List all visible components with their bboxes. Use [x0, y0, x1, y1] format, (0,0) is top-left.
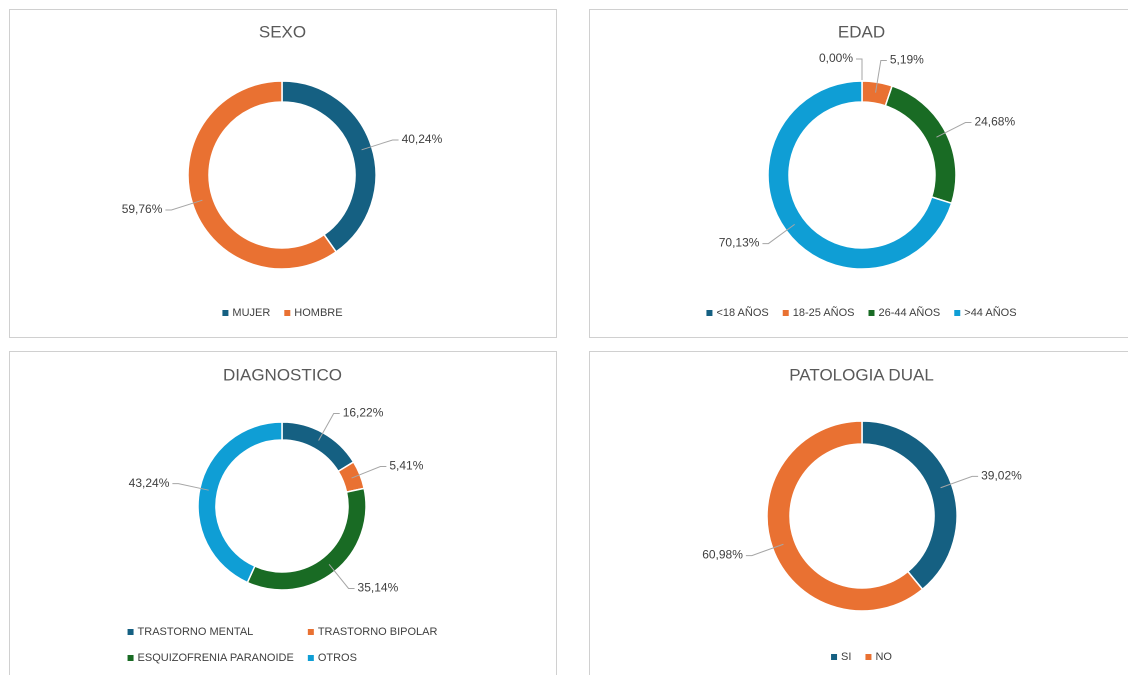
legend-swatch: [284, 310, 291, 316]
legend-item: 18-25 AÑOS: [782, 306, 855, 319]
chart-panel: [589, 351, 1128, 675]
chart-panel: [589, 9, 1128, 338]
chart-panel: [9, 9, 557, 338]
legend-label: <18 AÑOS: [716, 306, 768, 319]
data-label: 40,24%: [402, 132, 443, 146]
leader-line: [351, 466, 387, 479]
legend-swatch: [782, 310, 789, 316]
leader-line: [328, 564, 355, 590]
donut-slice: [766, 420, 924, 612]
data-label: 70,13%: [719, 236, 760, 250]
data-label: 60,98%: [702, 548, 743, 562]
chart: PATOLOGIA DUAL 39,02% 60,98% SI NO: [589, 351, 1128, 675]
legend-item: OTROS: [307, 652, 357, 664]
legend-label: 18-25 AÑOS: [793, 306, 855, 319]
data-label: 16,22%: [343, 406, 384, 420]
leader-line: [936, 122, 972, 138]
legend-item: NO: [865, 651, 892, 663]
leader-line: [745, 543, 784, 557]
legend-label: NO: [875, 651, 892, 663]
legend-label: OTROS: [318, 652, 357, 664]
data-label: 59,76%: [122, 202, 163, 216]
chart-panel: [9, 351, 557, 675]
leader-line: [361, 139, 399, 151]
legend-label: MUJER: [232, 307, 270, 319]
leader-line: [165, 199, 203, 211]
data-label: 35,14%: [358, 581, 399, 595]
legend-label: TRASTORNO BIPOLAR: [318, 626, 438, 638]
donut-slice: [767, 80, 953, 270]
legend-item: MUJER: [222, 307, 270, 319]
legend-swatch: [831, 654, 838, 660]
legend-swatch: [865, 654, 872, 660]
legend-label: SI: [841, 651, 851, 663]
legend-item: 26-44 AÑOS: [868, 306, 941, 319]
legend-swatch: [706, 310, 713, 316]
legend-label: ESQUIZOFRENIA PARANOIDE: [138, 652, 294, 664]
donut-slice: [187, 80, 338, 270]
legend-label: TRASTORNO MENTAL: [138, 626, 254, 638]
legend-swatch: [954, 310, 961, 316]
data-label: 5,19%: [890, 53, 924, 67]
chart: EDAD 0,00% 5,19% 24,68% 70,13% <18 AÑOS 18-25 …: [589, 9, 1128, 338]
legend-item: <18 AÑOS: [706, 306, 769, 319]
leader-line: [762, 223, 795, 245]
legend-item: SI: [831, 651, 851, 663]
chart-title: SEXO: [259, 22, 306, 41]
chart-title: EDAD: [838, 22, 885, 41]
legend-label: 26-44 AÑOS: [879, 306, 941, 319]
legend-item: TRASTORNO BIPOLAR: [307, 626, 438, 638]
chart: DIAGNOSTICO 16,22% 5,41% 35,14% 43,24% TRASTO…: [9, 351, 557, 675]
legend-swatch: [307, 655, 314, 661]
legend-swatch: [127, 629, 134, 635]
data-label: 39,02%: [981, 469, 1022, 483]
data-label: 24,68%: [974, 115, 1015, 129]
legend-swatch: [868, 310, 875, 316]
data-label: 0,00%: [819, 51, 853, 65]
data-label: 43,24%: [129, 476, 170, 490]
donut-slice: [197, 421, 283, 584]
chart: SEXO 40,24% 59,76% MUJER HOMBRE: [9, 9, 557, 338]
chart-title: PATOLOGIA DUAL: [789, 365, 934, 384]
legend-swatch: [127, 655, 134, 661]
leader-line: [875, 60, 887, 93]
legend-swatch: [222, 310, 229, 316]
legend-swatch: [307, 629, 314, 635]
leader-line: [940, 475, 979, 489]
legend-item: TRASTORNO MENTAL: [127, 626, 254, 638]
legend-item: HOMBRE: [284, 307, 343, 319]
chart-title: DIAGNOSTICO: [223, 365, 342, 384]
leader-line: [318, 412, 340, 441]
data-label: 5,41%: [389, 459, 423, 473]
legend-item: ESQUIZOFRENIA PARANOIDE: [127, 652, 294, 664]
legend-label: >44 AÑOS: [964, 306, 1016, 319]
legend-label: HOMBRE: [294, 307, 342, 319]
legend-item: >44 AÑOS: [954, 306, 1017, 319]
leader-line: [172, 483, 209, 491]
